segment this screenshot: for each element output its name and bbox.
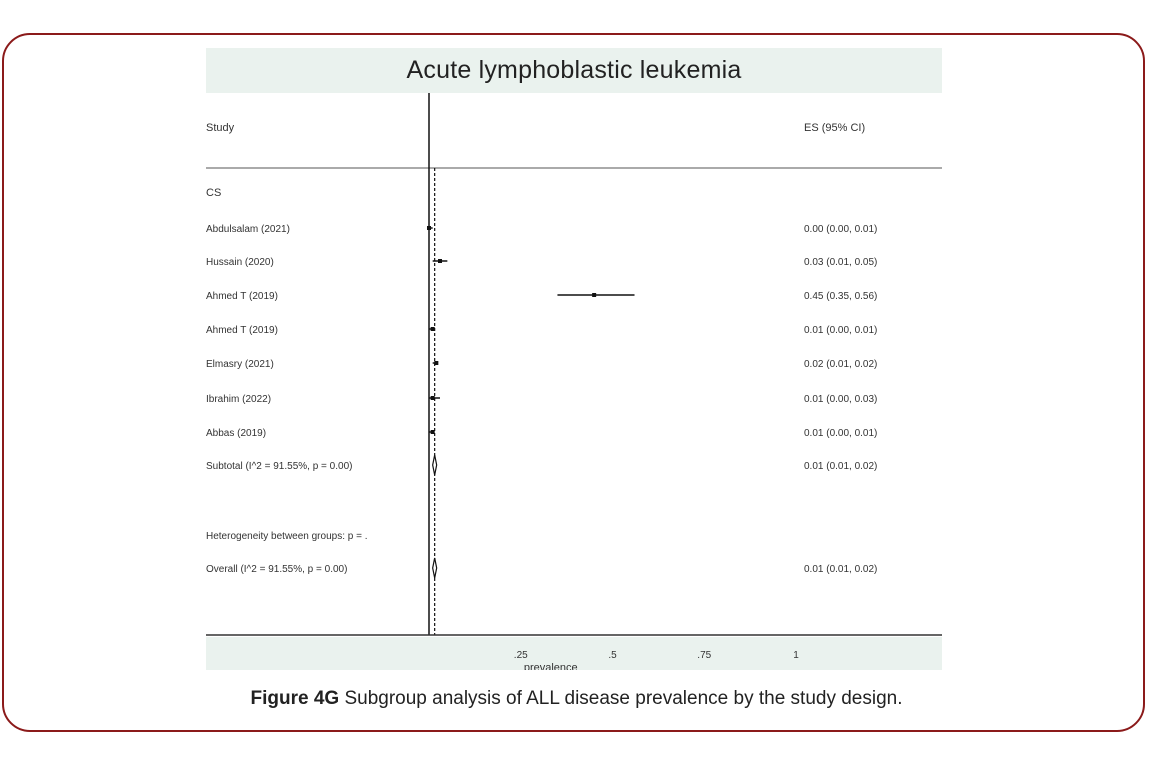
study-label: Overall (I^2 = 91.55%, p = 0.00) <box>206 564 347 575</box>
figure-frame <box>2 33 1145 732</box>
figure-caption: Figure 4G Subgroup analysis of ALL disea… <box>0 688 1153 710</box>
study-label: Ibrahim (2022) <box>206 394 271 405</box>
study-label: Subtotal (I^2 = 91.55%, p = 0.00) <box>206 461 352 472</box>
study-label: Elmasry (2021) <box>206 359 274 370</box>
point-estimate <box>430 327 435 331</box>
point-estimate <box>430 430 435 434</box>
point-estimate <box>434 361 439 365</box>
study-label: Ahmed T (2019) <box>206 325 278 336</box>
es-ci-value: 0.01 (0.00, 0.01) <box>804 325 877 336</box>
forest-plot-panel: Acute lymphoblastic leukemia Study ES (95… <box>206 48 942 670</box>
es-ci-value: 0.45 (0.35, 0.56) <box>804 291 877 302</box>
es-ci-value: 0.03 (0.01, 0.05) <box>804 257 877 268</box>
study-label: Heterogeneity between groups: p = . <box>206 531 368 542</box>
es-ci-value: 0.01 (0.00, 0.03) <box>804 394 877 405</box>
caption-text: Subgroup analysis of ALL disease prevale… <box>339 688 903 709</box>
x-tick-label: .25 <box>514 650 528 661</box>
x-tick-label: .5 <box>608 650 617 661</box>
es-ci-value: 0.00 (0.00, 0.01) <box>804 224 877 235</box>
point-estimate <box>430 396 435 400</box>
es-ci-value: 0.02 (0.01, 0.02) <box>804 359 877 370</box>
es-ci-value: 0.01 (0.01, 0.02) <box>804 461 877 472</box>
x-axis-label: prevalence <box>524 662 578 670</box>
pooled-diamond <box>432 557 438 579</box>
caption-label: Figure 4G <box>250 688 340 709</box>
study-label: Abbas (2019) <box>206 428 266 439</box>
point-estimate <box>427 226 431 230</box>
header-study: Study <box>206 122 235 134</box>
plot-region <box>206 93 942 637</box>
point-estimate <box>438 259 443 263</box>
point-estimate <box>592 293 597 297</box>
pooled-diamond <box>432 454 438 476</box>
chart-title: Acute lymphoblastic leukemia <box>406 56 742 84</box>
header-es-ci: ES (95% CI) <box>804 122 865 134</box>
study-label: Abdulsalam (2021) <box>206 224 290 235</box>
x-tick-label: .75 <box>697 650 711 661</box>
es-ci-value: 0.01 (0.01, 0.02) <box>804 564 877 575</box>
study-label: Hussain (2020) <box>206 257 274 268</box>
group-label: CS <box>206 187 221 199</box>
forest-plot-svg: Study ES (95% CI) CS Abdulsalam (2021) 0.00 … <box>206 93 942 670</box>
es-ci-value: 0.01 (0.00, 0.01) <box>804 428 877 439</box>
x-tick-label: 1 <box>793 650 799 661</box>
study-label: Ahmed T (2019) <box>206 291 278 302</box>
